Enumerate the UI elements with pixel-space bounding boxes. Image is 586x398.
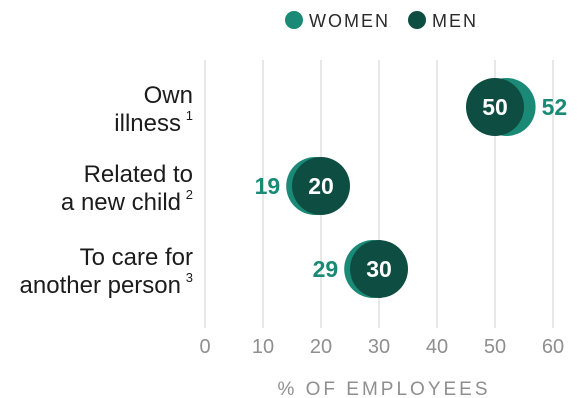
legend-marker-men — [408, 11, 426, 29]
value-label-men: 30 — [366, 256, 392, 282]
category-label: Own illness 1 — [114, 82, 193, 137]
x-axis-label: % OF EMPLOYEES — [277, 379, 490, 398]
marker-men — [292, 157, 350, 215]
x-tick-label: 40 — [426, 336, 448, 358]
x-tick-label: 0 — [199, 336, 210, 358]
data-marks: 50 52 20 19 30 29 — [255, 78, 568, 298]
category-label: Related to a new child 2 — [61, 161, 193, 216]
x-tick-label: 30 — [368, 336, 390, 358]
legend-label-men: MEN — [432, 11, 478, 31]
value-label-women: 19 — [255, 173, 281, 199]
value-label-men: 50 — [482, 94, 508, 120]
x-tick-label: 50 — [484, 336, 506, 358]
legend-label-women: WOMEN — [309, 11, 390, 31]
legend-marker-women — [285, 11, 303, 29]
marker-men — [350, 240, 408, 298]
marker-men — [466, 78, 524, 136]
value-label-women: 29 — [313, 256, 339, 282]
x-tick-label: 60 — [542, 336, 564, 358]
x-tick-label: 20 — [310, 336, 332, 358]
x-tick-label: 10 — [252, 336, 274, 358]
category-labels: Own illness 1 Related to a new child 2 To care… — [20, 82, 193, 299]
x-axis-ticks: 0 10 20 30 40 50 60 — [199, 336, 564, 358]
legend: WOMEN MEN — [285, 11, 478, 31]
value-label-women: 52 — [542, 94, 568, 120]
category-label: To care for another person 3 — [20, 244, 193, 299]
value-label-men: 20 — [308, 173, 334, 199]
